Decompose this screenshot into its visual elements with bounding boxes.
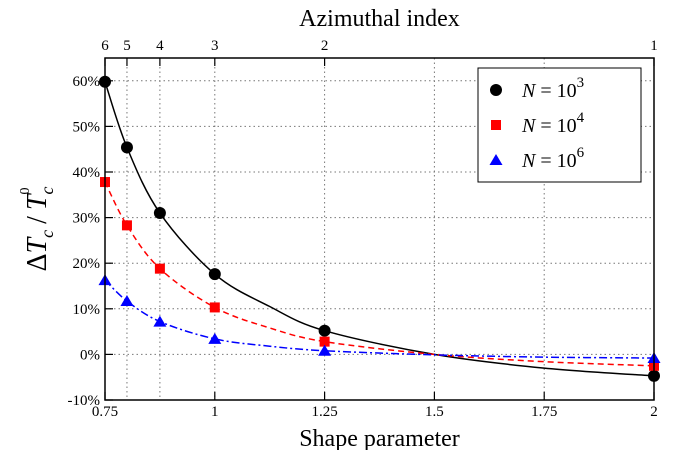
top-tick-label: 3: [211, 38, 219, 54]
y-axis-title: ΔTc/Tc0: [18, 187, 57, 272]
svg-text:ΔTc/Tc0: ΔTc/Tc0: [18, 187, 57, 272]
y-title-sub: c: [37, 230, 57, 238]
data-point: [153, 315, 167, 327]
y-title-delta: Δ: [22, 253, 53, 271]
legend-marker: [491, 120, 501, 130]
y-tick-label: 20%: [73, 256, 101, 272]
data-point: [153, 207, 166, 220]
fit-curve-0: [104, 81, 655, 377]
legend-marker: [490, 84, 502, 96]
data-point: [319, 336, 330, 347]
x-tick-label: 1: [211, 404, 219, 420]
data-point: [208, 268, 221, 281]
y-title-var2: T: [22, 192, 53, 210]
x-axis-title: Shape parameter: [299, 426, 460, 450]
legend-marker: [489, 154, 503, 165]
y-tick-label: 60%: [73, 74, 101, 90]
y-tick-label: 40%: [73, 165, 101, 181]
y-tick-label: 0%: [80, 347, 100, 363]
data-point: [120, 141, 133, 154]
data-point: [318, 324, 331, 337]
x-tick-label: 1.25: [311, 404, 337, 420]
data-point: [154, 263, 165, 274]
top-tick-label: 4: [156, 38, 164, 54]
legend-label: N = 104: [521, 110, 585, 137]
y-tick-label: -10%: [68, 393, 101, 409]
top-tick-label: 2: [321, 38, 329, 54]
legend-label: N = 103: [521, 75, 584, 102]
legend-label: N = 106: [521, 145, 585, 172]
y-tick-label: 50%: [73, 119, 101, 135]
legend-box: [477, 67, 642, 183]
fit-curve-1: [104, 181, 655, 367]
y-title-sup: 0: [18, 188, 33, 195]
data-point: [120, 295, 134, 307]
data-point: [318, 344, 332, 356]
data-point: [208, 332, 222, 344]
data-point: [209, 302, 220, 313]
top-tick-label: 1: [650, 38, 658, 54]
top-axis-title: Azimuthal index: [299, 6, 460, 32]
y-tick-label: 10%: [73, 302, 101, 318]
top-tick-label: 5: [123, 38, 131, 54]
legend: N = 103 N = 104 N = 106: [477, 67, 642, 183]
fit-curve-2: [104, 279, 655, 359]
y-title-var: T: [22, 235, 53, 253]
x-tick-label: 2: [650, 404, 658, 420]
y-title-sub2: c: [37, 187, 57, 195]
x-tick-label: 0.75: [92, 404, 118, 420]
x-tick-label: 1.5: [425, 404, 444, 420]
y-tick-label: 30%: [73, 211, 101, 227]
plot-frame: [104, 57, 655, 401]
y-title-slash: /: [22, 216, 53, 224]
fit-curves: [104, 81, 655, 377]
x-tick-label: 1.75: [531, 404, 557, 420]
axis-ticks: 0.75 1 1.25 1.5 1.75 2 -10% 0% 10% 20% 30% 40% 50% 60…: [68, 38, 658, 420]
top-tick-label: 6: [101, 38, 109, 54]
data-point: [121, 220, 132, 231]
